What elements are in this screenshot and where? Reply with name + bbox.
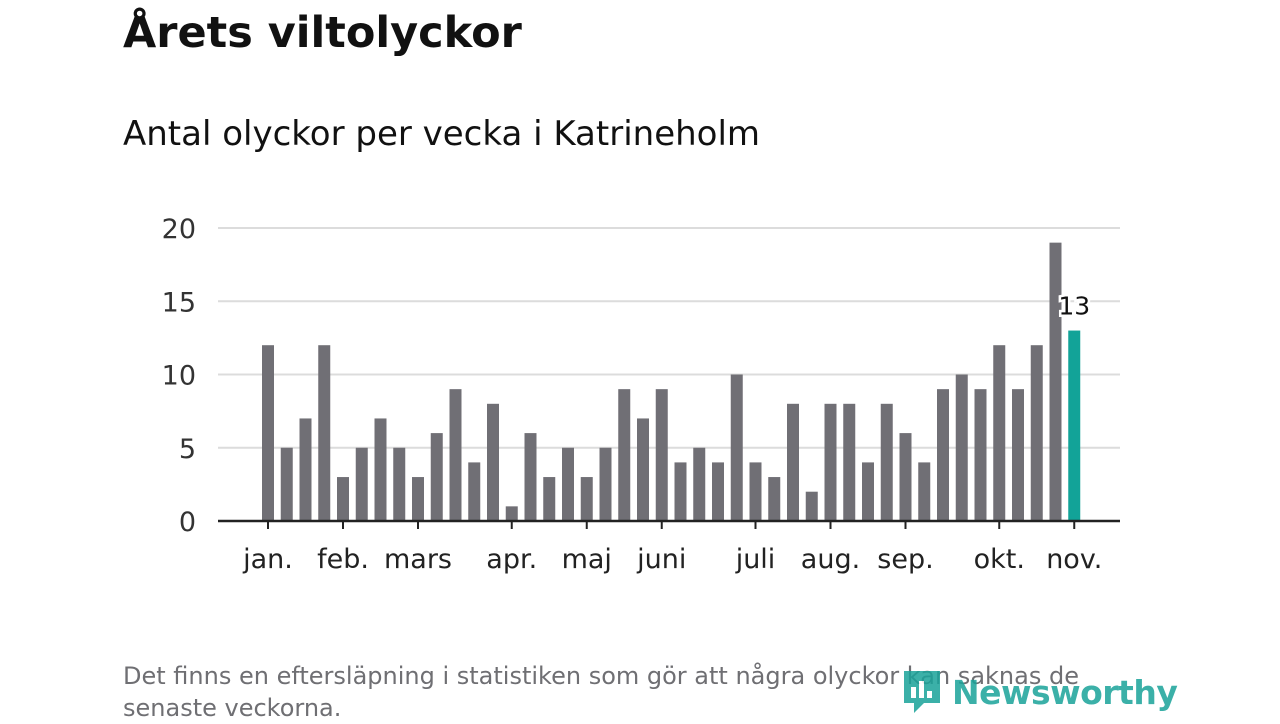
newsworthy-logo[interactable]: Newsworthy bbox=[900, 666, 1178, 718]
x-tick-label: okt. bbox=[974, 544, 1025, 575]
x-tick-label: jan. bbox=[242, 544, 293, 575]
bar bbox=[618, 389, 631, 521]
x-tick-label: aug. bbox=[801, 544, 860, 575]
x-axis-ticks: jan. feb. mars apr. maj juni juli aug. sep. okt. n… bbox=[242, 521, 1102, 575]
bar bbox=[1030, 345, 1043, 521]
bar bbox=[637, 418, 649, 521]
bar bbox=[524, 433, 537, 521]
bar bbox=[693, 447, 706, 521]
newsworthy-logo-text: Newsworthy bbox=[952, 672, 1178, 712]
bar bbox=[974, 389, 987, 521]
y-tick-label: 10 bbox=[162, 361, 196, 392]
x-tick-label: maj bbox=[562, 544, 612, 575]
bar bbox=[299, 418, 312, 521]
bar bbox=[880, 403, 893, 521]
bar-highlight bbox=[1068, 330, 1081, 521]
bar bbox=[712, 462, 724, 521]
bar bbox=[730, 374, 743, 521]
chart-subtitle: Antal olyckor per vecka i Katrineholm bbox=[123, 114, 761, 154]
bars bbox=[262, 242, 1081, 521]
x-tick-label: juli bbox=[735, 544, 776, 575]
bar bbox=[318, 345, 331, 521]
bar bbox=[599, 447, 612, 521]
bar bbox=[787, 403, 799, 521]
x-tick-label: feb. bbox=[317, 544, 369, 575]
bar bbox=[655, 389, 668, 521]
bar bbox=[562, 447, 574, 521]
gridlines bbox=[218, 227, 1120, 449]
bar bbox=[355, 447, 368, 521]
bar bbox=[337, 477, 349, 521]
bar bbox=[993, 345, 1006, 521]
bar bbox=[937, 389, 949, 521]
bar bbox=[393, 447, 406, 521]
bar bbox=[374, 418, 387, 521]
bar bbox=[412, 477, 424, 521]
bar bbox=[505, 506, 518, 521]
x-tick-label: apr. bbox=[486, 544, 537, 575]
bar bbox=[862, 462, 874, 521]
bar bbox=[843, 403, 856, 521]
bar bbox=[749, 462, 762, 521]
y-axis-ticks: 0 5 10 15 20 bbox=[162, 214, 196, 538]
bar bbox=[955, 374, 968, 521]
bar bbox=[768, 477, 781, 521]
bar bbox=[1049, 242, 1062, 521]
newsworthy-logo-icon bbox=[904, 671, 940, 713]
bar bbox=[262, 345, 274, 521]
bar bbox=[824, 403, 837, 521]
x-tick-label: sep. bbox=[877, 544, 933, 575]
bar bbox=[805, 491, 818, 521]
annotations: 13 bbox=[1056, 289, 1093, 323]
highlight-value-label: 13 bbox=[1058, 292, 1090, 321]
bar bbox=[487, 403, 499, 521]
y-tick-label: 5 bbox=[179, 434, 196, 465]
bar bbox=[543, 477, 556, 521]
y-tick-label: 20 bbox=[162, 214, 196, 245]
y-tick-label: 15 bbox=[162, 287, 196, 318]
bar bbox=[449, 389, 462, 521]
bar bbox=[918, 462, 931, 521]
x-tick-label: nov. bbox=[1046, 544, 1102, 575]
bar bbox=[430, 433, 443, 521]
bar bbox=[580, 477, 593, 521]
bar bbox=[899, 433, 912, 521]
bar bbox=[280, 447, 293, 521]
y-tick-label: 0 bbox=[179, 507, 196, 538]
chart-title: Årets viltolyckor bbox=[123, 8, 522, 58]
x-tick-label: mars bbox=[384, 544, 452, 575]
x-tick-label: juni bbox=[636, 544, 686, 575]
bar bbox=[1012, 389, 1024, 521]
bar bbox=[674, 462, 687, 521]
bar bbox=[468, 462, 481, 521]
